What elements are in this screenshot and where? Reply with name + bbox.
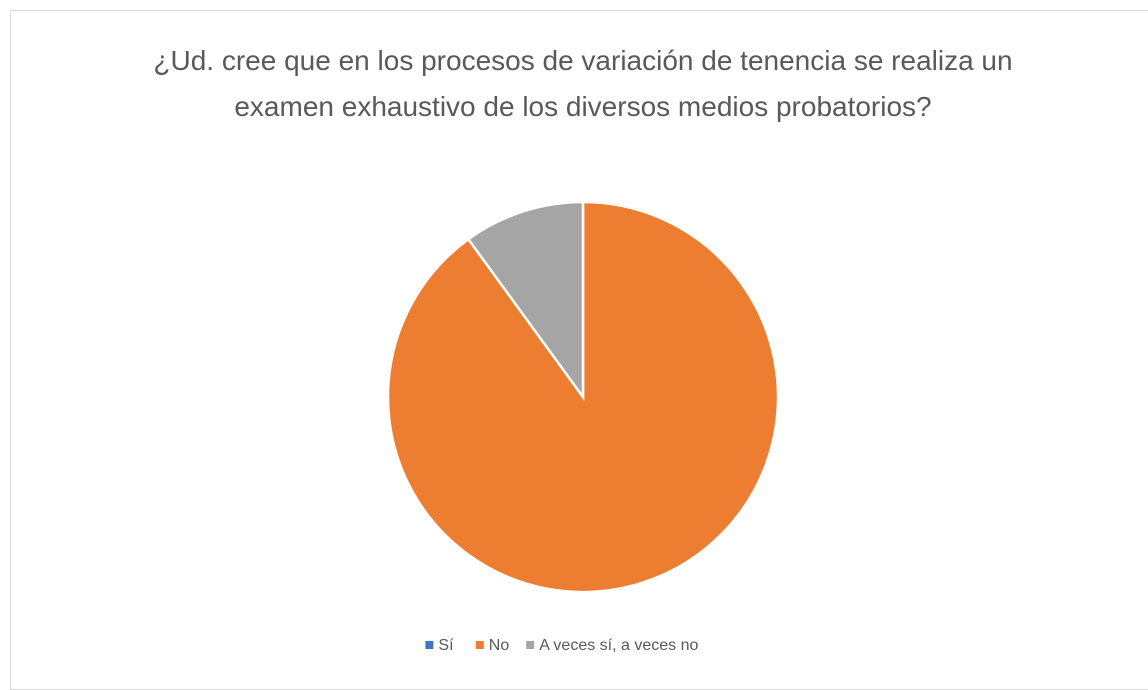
pie-slice [466, 200, 585, 401]
legend-label: Sí [438, 637, 454, 654]
chart-title: ¿Ud. cree que en los procesos de variaci… [153, 45, 1013, 122]
legend-swatch [425, 641, 434, 649]
legend-swatch [526, 641, 535, 649]
legend-label: No [489, 637, 510, 654]
legend-label: A veces sí, a veces no [539, 637, 698, 654]
legend-swatch [475, 641, 484, 649]
